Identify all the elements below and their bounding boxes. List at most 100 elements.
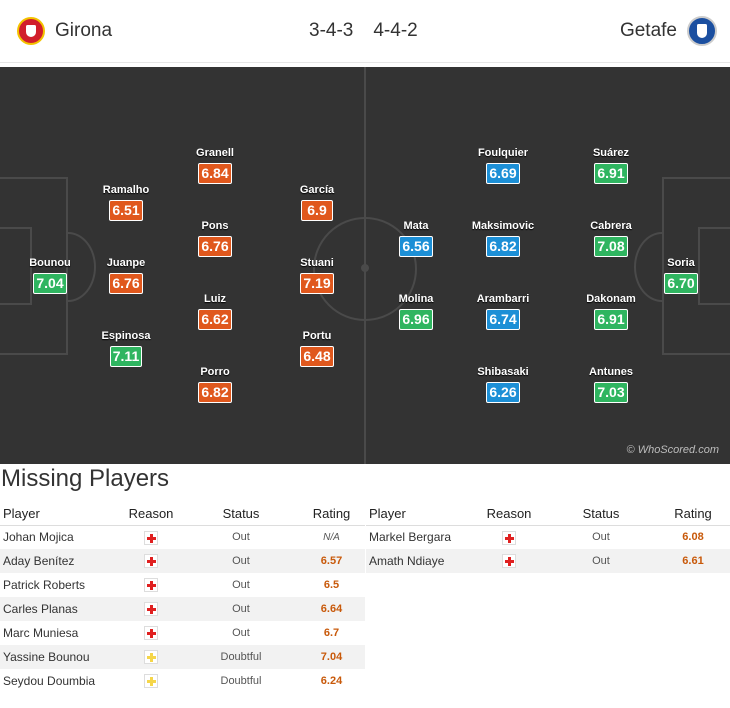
home-player[interactable]: Stuani 7.19	[272, 257, 362, 294]
injury-icon[interactable]	[144, 602, 158, 617]
table-row: Marc Muniesa Out 6.7	[0, 621, 365, 645]
player-name[interactable]: Pons	[201, 220, 229, 232]
player-name[interactable]: Stuani	[300, 257, 334, 269]
player-name[interactable]: Suárez	[592, 147, 630, 159]
table-row: Markel Bergara Out 6.08	[366, 525, 730, 549]
formations: 3-4-3 4-4-2	[309, 20, 438, 42]
away-player[interactable]: Mata 6.56	[371, 220, 461, 257]
home-player[interactable]: García 6.9	[272, 184, 362, 221]
missing-status: Out	[232, 579, 250, 591]
injury-icon[interactable]	[502, 530, 516, 545]
missing-player-name[interactable]: Yassine Bounou	[0, 645, 118, 669]
home-six-yard-box	[0, 227, 32, 305]
table-row: Seydou Doumbia Doubtful 6.24	[0, 669, 365, 693]
match-header: Girona 3-4-3 4-4-2 Getafe	[0, 0, 730, 63]
col-status[interactable]: Status	[184, 502, 298, 526]
injury-icon[interactable]	[144, 530, 158, 545]
away-player[interactable]: Dakonam 6.91	[566, 293, 656, 330]
missing-reason	[118, 621, 184, 645]
col-player[interactable]: Player	[366, 502, 472, 526]
missing-rating: 7.04	[298, 645, 365, 669]
away-six-yard-box	[698, 227, 730, 305]
player-rating: 6.62	[198, 309, 232, 330]
player-name[interactable]: Maksimovic	[471, 220, 535, 232]
player-name[interactable]: Mata	[403, 220, 429, 232]
col-rating[interactable]: Rating	[298, 502, 365, 526]
missing-player-name[interactable]: Aday Benítez	[0, 549, 118, 573]
player-rating: 7.19	[300, 273, 334, 294]
home-player[interactable]: Luiz 6.62	[170, 293, 260, 330]
getafe-crest-icon	[687, 16, 717, 46]
player-name[interactable]: Espinosa	[101, 330, 151, 342]
home-player[interactable]: Juanpe 6.76	[81, 257, 171, 294]
away-team[interactable]: Getafe	[610, 14, 717, 48]
player-name[interactable]: Portu	[302, 330, 332, 342]
col-rating[interactable]: Rating	[656, 502, 730, 526]
missing-rating: 6.61	[656, 549, 730, 573]
away-player[interactable]: Maksimovic 6.82	[458, 220, 548, 257]
player-name[interactable]: Cabrera	[590, 220, 632, 232]
player-name[interactable]: Luiz	[204, 293, 226, 305]
away-player[interactable]: Molina 6.96	[371, 293, 461, 330]
table-row: Carles Planas Out 6.64	[0, 597, 365, 621]
missing-reason	[472, 549, 546, 573]
player-name[interactable]: Juanpe	[106, 257, 146, 269]
player-name[interactable]: Dakonam	[586, 293, 636, 305]
away-player[interactable]: Soria 6.70	[636, 257, 726, 294]
col-status[interactable]: Status	[546, 502, 656, 526]
away-player[interactable]: Antunes 7.03	[566, 366, 656, 403]
missing-reason	[118, 525, 184, 549]
missing-player-name[interactable]: Markel Bergara	[369, 530, 452, 545]
player-name[interactable]: Antunes	[589, 366, 633, 378]
home-player[interactable]: Pons 6.76	[170, 220, 260, 257]
missing-player-name[interactable]: Marc Muniesa	[3, 626, 79, 640]
missing-status: Out	[232, 531, 250, 544]
injury-icon[interactable]	[502, 554, 516, 569]
injury-icon[interactable]	[144, 626, 158, 641]
missing-player-name[interactable]: Seydou Doumbia	[3, 674, 96, 688]
player-name[interactable]: Bounou	[29, 257, 71, 269]
player-name[interactable]: García	[299, 184, 335, 196]
player-name[interactable]: Arambarri	[476, 293, 530, 305]
missing-player-name[interactable]: Amath Ndiaye	[366, 549, 472, 573]
away-player[interactable]: Arambarri 6.74	[458, 293, 548, 330]
injury-icon[interactable]	[144, 578, 158, 593]
player-name[interactable]: Shibasaki	[477, 366, 529, 378]
home-player[interactable]: Porro 6.82	[170, 366, 260, 403]
missing-reason	[472, 525, 546, 549]
away-player[interactable]: Shibasaki 6.26	[458, 366, 548, 403]
player-rating: 7.08	[594, 236, 628, 257]
player-rating: 6.69	[486, 163, 520, 184]
missing-player-name[interactable]: Patrick Roberts	[3, 578, 86, 592]
home-player[interactable]: Espinosa 7.11	[81, 330, 171, 367]
doubtful-icon[interactable]	[144, 650, 158, 665]
home-team[interactable]: Girona	[17, 14, 122, 48]
table-row: Aday Benítez Out 6.57	[0, 549, 365, 573]
player-name[interactable]: Porro	[200, 366, 230, 378]
away-team-name[interactable]: Getafe	[619, 20, 677, 41]
col-reason[interactable]: Reason	[472, 502, 546, 526]
missing-rating: 6.7	[323, 627, 340, 639]
doubtful-icon[interactable]	[144, 674, 158, 689]
injury-icon[interactable]	[144, 554, 158, 569]
missing-status: Out	[232, 627, 250, 639]
player-name[interactable]: Ramalho	[102, 184, 150, 196]
away-player[interactable]: Foulquier 6.69	[458, 147, 548, 184]
player-name[interactable]: Molina	[398, 293, 434, 305]
away-penalty-box	[662, 177, 730, 355]
home-player[interactable]: Portu 6.48	[272, 330, 362, 367]
home-player[interactable]: Granell 6.84	[170, 147, 260, 184]
home-player[interactable]: Bounou 7.04	[5, 257, 95, 294]
missing-player-name[interactable]: Carles Planas	[0, 597, 118, 621]
col-player[interactable]: Player	[0, 502, 118, 526]
player-rating: 6.76	[109, 273, 143, 294]
player-name[interactable]: Soria	[667, 257, 695, 269]
player-name[interactable]: Foulquier	[477, 147, 529, 159]
player-name[interactable]: Granell	[196, 147, 234, 159]
col-reason[interactable]: Reason	[118, 502, 184, 526]
home-player[interactable]: Ramalho 6.51	[81, 184, 171, 221]
home-team-name[interactable]: Girona	[55, 20, 113, 41]
away-player[interactable]: Cabrera 7.08	[566, 220, 656, 257]
away-player[interactable]: Suárez 6.91	[566, 147, 656, 184]
missing-player-name[interactable]: Johan Mojica	[3, 530, 74, 545]
